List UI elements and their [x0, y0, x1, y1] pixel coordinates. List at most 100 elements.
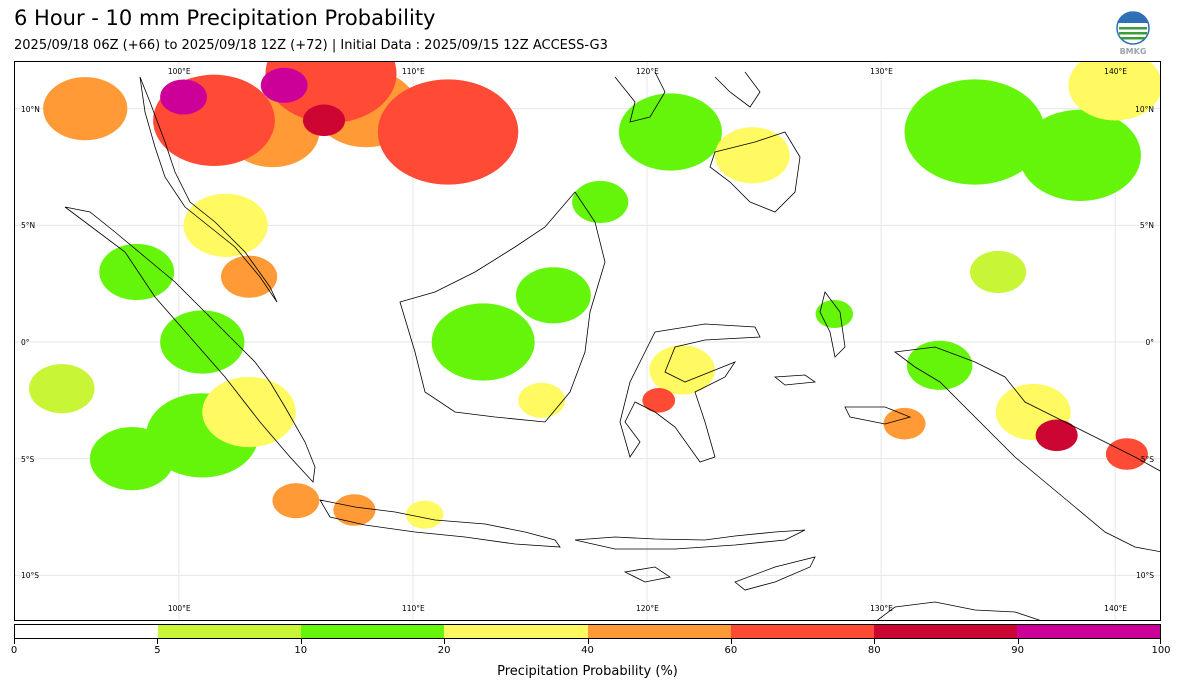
probability-blob: [515, 267, 591, 324]
colorbar-tick-label: 5: [154, 645, 161, 656]
probability-blob: [642, 388, 676, 413]
probability-blob: [1019, 109, 1141, 201]
bmkg-logo: BMKG: [1114, 10, 1152, 56]
coast-borneo: [399, 191, 606, 423]
probability-blob: [904, 79, 1045, 185]
coast-malay-peninsula: [139, 76, 278, 303]
precipitation-map: 100°E 100°E 110°E 110°E 120°E 120°E 130°E 130°E…: [14, 61, 1161, 621]
colorbar-tick-label: 100: [1151, 645, 1171, 656]
probability-blob: [431, 303, 535, 381]
probability-blob: [220, 255, 278, 298]
lon-label-bottom: 110°E: [401, 604, 425, 613]
colorbar-tick-label: 40: [581, 645, 594, 656]
colorbar-segment: [301, 625, 445, 638]
colorbar-segment: [15, 625, 159, 638]
probability-blob: [160, 310, 245, 374]
lat-label-left: 5°S: [21, 454, 35, 464]
probability-blob: [1035, 419, 1078, 452]
probability-field: [29, 62, 1160, 529]
probability-blob: [160, 79, 207, 115]
probability-colorbar: [14, 624, 1161, 639]
lon-label-bottom: 130°E: [870, 604, 893, 613]
lat-label-right: 5°N: [1139, 221, 1154, 231]
lat-label-right: 10°S: [1135, 571, 1154, 581]
coast-new-guinea: [893, 346, 1160, 553]
probability-blob: [89, 427, 175, 491]
coast-lesser-sunda: [574, 529, 806, 550]
lat-label-left: 10°N: [21, 104, 40, 114]
probability-blob: [405, 500, 444, 529]
lat-label-left: 10°S: [21, 571, 40, 581]
colorbar-segment: [587, 625, 731, 638]
colorbar-tick-label: 0: [10, 645, 18, 656]
lon-label-top: 140°E: [1104, 67, 1127, 76]
colorbar-tick-label: 90: [1011, 645, 1024, 656]
coast-halmahera: [819, 291, 846, 358]
probability-blob: [518, 382, 566, 418]
coast-sulawesi: [619, 323, 761, 463]
lat-label-right: 5°S: [1140, 454, 1154, 464]
coast-sumba: [623, 566, 672, 583]
probability-blob: [1105, 438, 1148, 470]
coast-philippines-north: [614, 71, 761, 123]
colorbar-tick-label: 80: [867, 645, 881, 656]
colorbar-tick: [444, 639, 446, 644]
coastlines: [64, 71, 1160, 620]
lon-label-top: 110°E: [401, 67, 425, 76]
chart-subtitle: 2025/09/18 06Z (+66) to 2025/09/18 12Z (…: [14, 38, 608, 53]
coast-australia: [876, 601, 1041, 620]
map-canvas: [15, 62, 1160, 620]
lon-label-bottom: 100°E: [167, 604, 191, 613]
logo-text: BMKG: [1120, 47, 1147, 56]
lon-label-top: 120°E: [636, 67, 659, 76]
colorbar-tick: [300, 639, 302, 644]
probability-blob: [714, 127, 790, 184]
coast-seram: [773, 374, 912, 425]
probability-blob: [202, 376, 296, 448]
colorbar-tick: [587, 639, 589, 644]
probability-blob: [333, 494, 376, 526]
lon-label-top: 100°E: [167, 67, 191, 76]
colorbar-segment: [1016, 625, 1160, 638]
probability-blob: [970, 250, 1027, 294]
coast-sumatra: [64, 206, 316, 483]
colorbar-tick: [730, 639, 732, 644]
coast-java: [319, 499, 561, 548]
probability-blob: [43, 77, 128, 141]
colorbar-segment: [873, 625, 1017, 638]
probability-blob: [260, 67, 308, 103]
colorbar-tick-label: 10: [294, 645, 308, 656]
colorbar-tick: [157, 639, 159, 644]
lat-label-right: 0°: [1145, 338, 1154, 347]
colorbar-tick: [14, 639, 15, 644]
probability-blob: [302, 104, 346, 137]
colorbar-tick: [1160, 639, 1161, 644]
colorbar-segment: [158, 625, 302, 638]
colorbar-tick-label: 60: [724, 645, 738, 656]
chart-title: 6 Hour - 10 mm Precipitation Probability: [14, 6, 436, 30]
colorbar-label: Precipitation Probability (%): [497, 664, 678, 679]
probability-blob: [183, 193, 268, 257]
probability-blob: [29, 364, 95, 414]
coast-timor: [734, 556, 816, 591]
lon-label-bottom: 120°E: [636, 604, 659, 613]
lon-label-bottom: 140°E: [1104, 604, 1127, 613]
probability-blob: [649, 345, 715, 395]
lat-label-right: 10°N: [1135, 104, 1154, 114]
colorbar-segment: [730, 625, 874, 638]
probability-blob: [377, 79, 519, 185]
lat-label-left: 5°N: [21, 221, 36, 231]
probability-blob: [572, 180, 629, 224]
colorbar-segment: [444, 625, 588, 638]
colorbar-tick-label: 20: [437, 645, 451, 656]
probability-blob: [1068, 62, 1160, 121]
probability-blob: [272, 483, 320, 519]
probability-blob: [99, 243, 175, 301]
probability-blob: [883, 407, 926, 440]
lon-label-top: 130°E: [870, 67, 893, 76]
colorbar-tick: [874, 639, 876, 644]
probability-blob: [618, 93, 722, 171]
coast-mindanao: [709, 131, 801, 213]
colorbar-tick: [1017, 639, 1019, 644]
lat-label-left: 0°: [21, 338, 30, 347]
